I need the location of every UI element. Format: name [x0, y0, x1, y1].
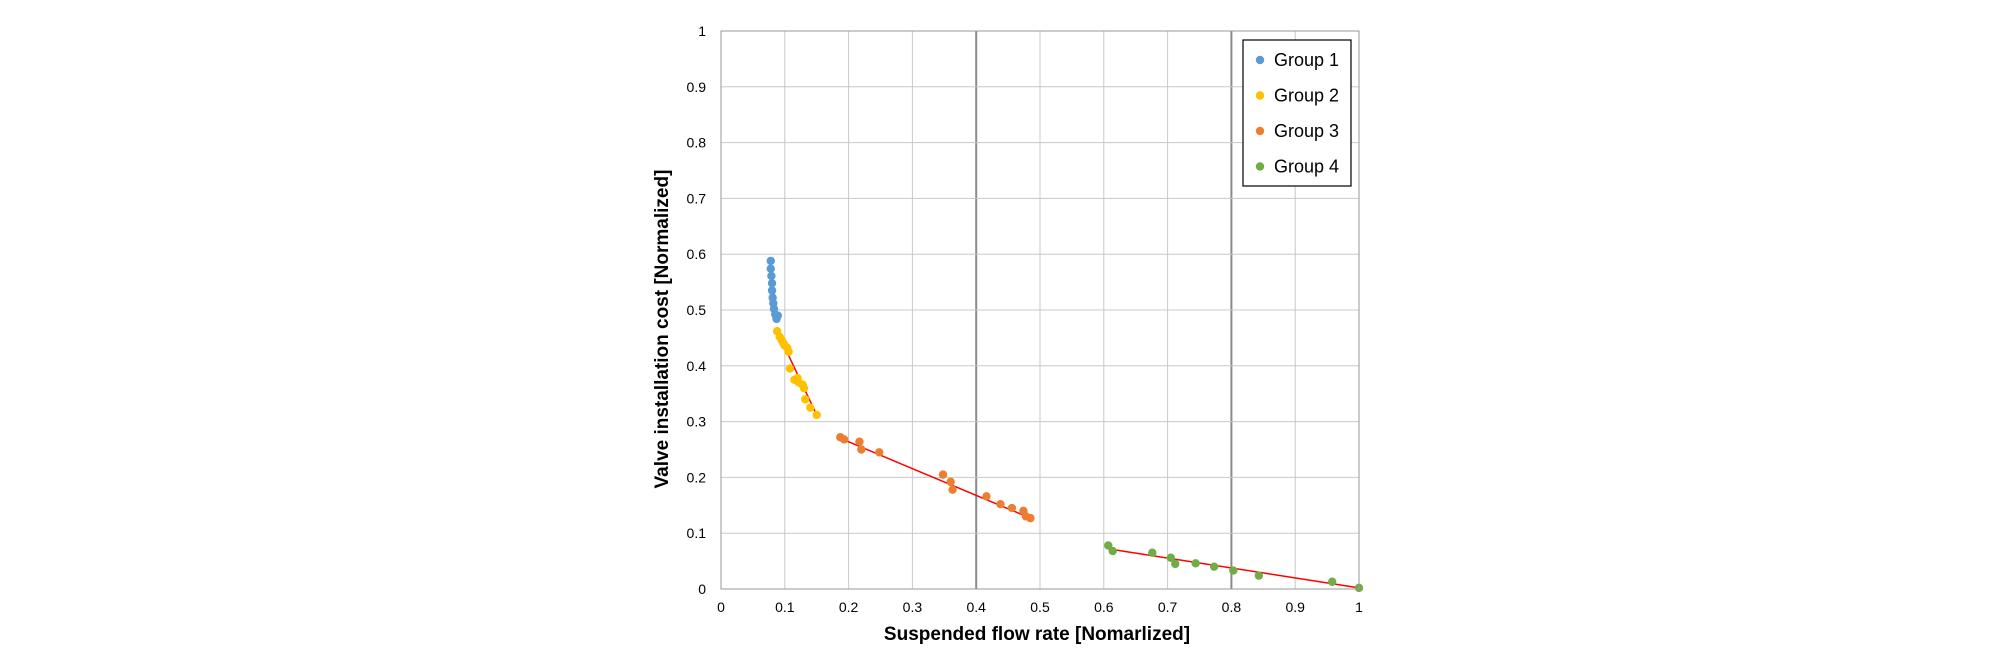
data-point-group-4	[1229, 566, 1238, 575]
y-tick-label: 0.7	[687, 190, 707, 206]
data-point-group-3	[946, 477, 955, 487]
x-axis-title: Suspended flow rate [Nomarlized]	[884, 624, 1190, 645]
legend-marker-group-2	[1255, 91, 1265, 100]
data-point-group-4	[1171, 559, 1180, 569]
legend: Group 1 Group 2 Group 3 Group 4	[1242, 39, 1352, 187]
y-tick-label: 0.6	[687, 246, 707, 262]
y-axis-title: Valve installation cost [Normalized]	[652, 170, 673, 489]
data-point-group-1	[767, 279, 777, 288]
data-point-group-2	[801, 395, 810, 404]
legend-box	[1242, 39, 1352, 187]
x-tick-label: 0.1	[775, 599, 795, 615]
data-point-group-2	[812, 410, 821, 420]
grid-layer	[721, 31, 1359, 589]
legend-label-group-2: Group 2	[1274, 86, 1339, 106]
x-tick-label: 0.3	[903, 599, 923, 615]
data-point-group-4	[1254, 571, 1264, 580]
data-point-group-3	[996, 499, 1005, 509]
legend-label-group-4: Group 4	[1274, 157, 1339, 177]
x-tick-label: 0.4	[966, 599, 986, 615]
data-point-group-4	[1328, 577, 1337, 586]
data-point-group-1	[773, 311, 782, 320]
data-point-group-3	[839, 435, 849, 444]
data-point-group-3	[875, 448, 884, 457]
legend-marker-group-3	[1255, 126, 1265, 136]
data-point-group-4	[1104, 541, 1113, 550]
data-point-group-3	[1007, 503, 1017, 513]
y-tick-label: 0	[698, 581, 706, 597]
data-point-group-3	[1026, 513, 1035, 523]
y-tick-label: 0.1	[687, 525, 707, 541]
y-tick-label: 0.3	[687, 414, 707, 430]
legend-marker-group-1	[1255, 55, 1265, 65]
data-point-group-1	[767, 286, 777, 295]
x-tick-label: 0.9	[1285, 599, 1305, 615]
legend-label-group-3: Group 3	[1274, 121, 1339, 141]
data-point-group-2	[785, 364, 795, 373]
data-point-group-3	[855, 437, 864, 446]
point-layer	[766, 256, 1364, 593]
x-tick-label: 0.2	[839, 599, 859, 615]
data-point-group-4	[1166, 553, 1175, 562]
x-tick-label: 1	[1355, 599, 1363, 615]
x-tick-label: 0.8	[1222, 599, 1242, 615]
y-tick-label: 0.9	[687, 79, 707, 95]
data-point-group-1	[767, 271, 776, 281]
y-tick-label: 0.5	[687, 302, 707, 318]
data-point-group-2	[784, 347, 793, 357]
y-tick-label: 0.2	[687, 469, 707, 485]
data-point-group-4	[1108, 546, 1117, 556]
data-point-group-4	[1148, 548, 1157, 557]
data-point-group-2	[806, 403, 815, 412]
data-point-group-1	[766, 264, 775, 273]
data-point-group-1	[766, 256, 775, 266]
x-tick-label: 0.5	[1030, 599, 1050, 615]
data-point-group-3	[982, 492, 991, 501]
y-tick-label: 0.4	[687, 358, 707, 374]
data-point-group-4	[1209, 562, 1219, 571]
data-point-group-4	[1191, 559, 1200, 568]
y-tick-label: 1	[698, 23, 706, 39]
x-tick-label: 0.6	[1094, 599, 1114, 615]
y-tick-label: 0.8	[687, 135, 707, 151]
plot-area-border	[720, 30, 1360, 590]
data-point-group-3	[948, 485, 957, 494]
trendline-layer	[768, 258, 1360, 589]
data-point-group-3	[857, 445, 866, 454]
data-point-group-3	[938, 470, 948, 479]
axis-layer: 0 0.1 0.2 0.3 0.4 0.5 0.6 0.7 0.8 0.9 1 0 0.1 0.2 0.3 0…	[687, 23, 1364, 615]
legend-label-group-1: Group 1	[1274, 50, 1339, 70]
x-tick-label: 0.7	[1158, 599, 1178, 615]
x-tick-label: 0	[717, 599, 725, 615]
legend-marker-group-4	[1255, 162, 1265, 171]
data-point-group-2	[799, 383, 809, 393]
